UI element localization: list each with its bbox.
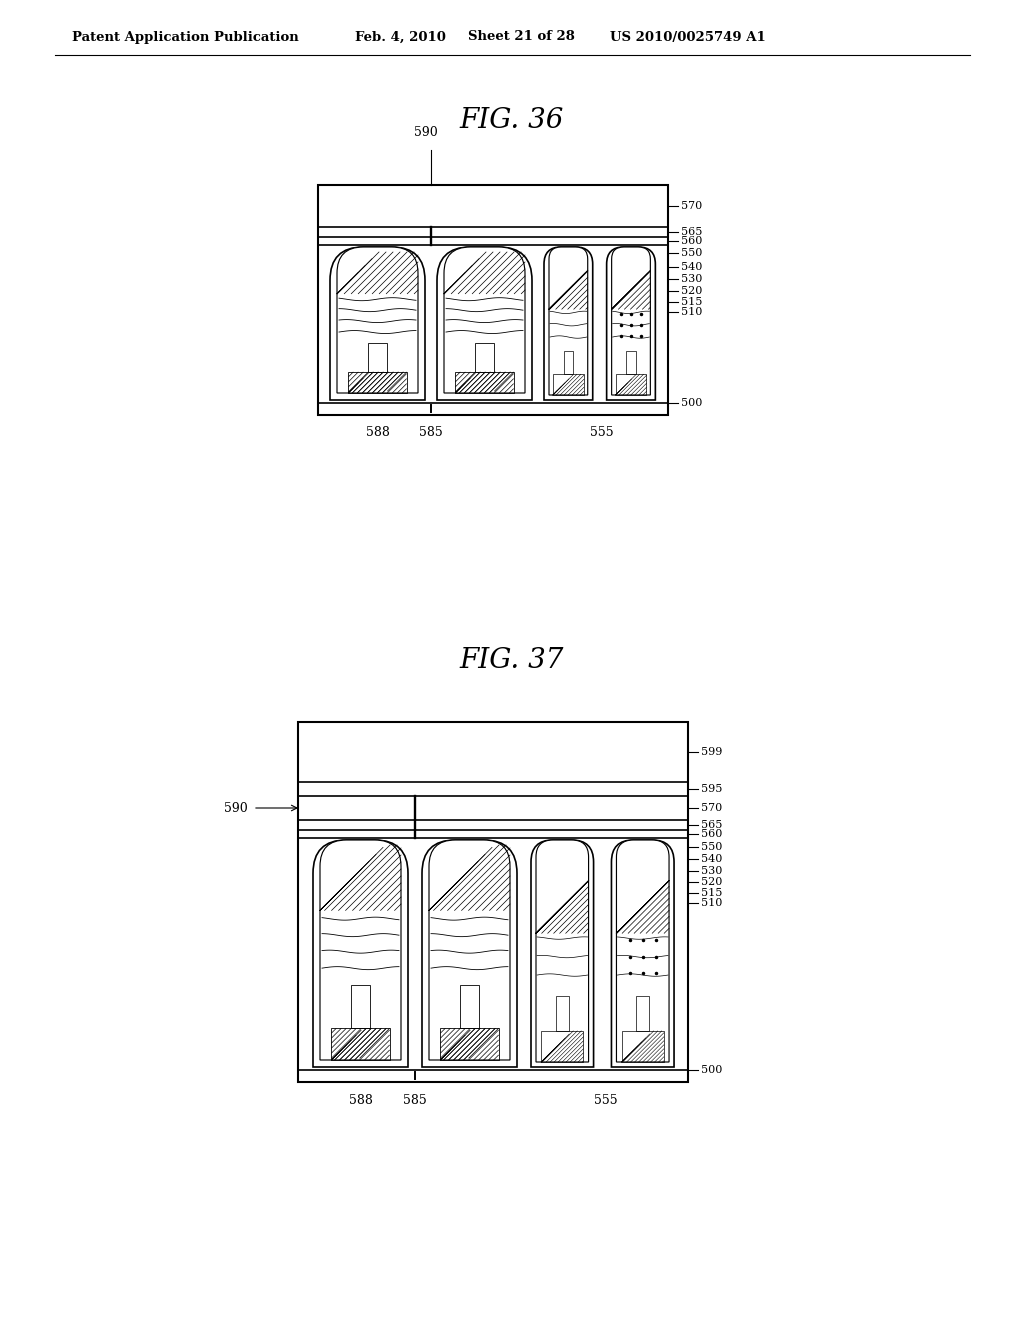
Bar — [615, 375, 646, 395]
Text: 500: 500 — [701, 1065, 722, 1074]
Text: 588: 588 — [348, 1093, 373, 1106]
PathPatch shape — [437, 247, 532, 400]
PathPatch shape — [544, 247, 593, 400]
PathPatch shape — [429, 840, 510, 1060]
Text: 588: 588 — [366, 426, 389, 440]
Bar — [637, 997, 649, 1031]
Bar — [351, 985, 370, 1028]
Bar — [627, 351, 636, 375]
Text: 510: 510 — [701, 898, 722, 908]
Text: FIG. 36: FIG. 36 — [460, 107, 564, 133]
Text: Sheet 21 of 28: Sheet 21 of 28 — [468, 30, 574, 44]
Text: 515: 515 — [681, 297, 702, 308]
Text: 560: 560 — [701, 829, 722, 840]
Text: FIG. 37: FIG. 37 — [460, 647, 564, 673]
Text: 560: 560 — [681, 236, 702, 246]
Text: 570: 570 — [681, 201, 702, 211]
Text: 595: 595 — [701, 784, 722, 795]
Bar — [553, 375, 584, 395]
Text: 515: 515 — [701, 888, 722, 898]
Bar — [298, 722, 688, 1082]
PathPatch shape — [531, 840, 594, 1067]
Bar — [369, 343, 387, 372]
Text: 555: 555 — [590, 426, 613, 440]
Text: 585: 585 — [403, 1093, 427, 1106]
Bar — [318, 185, 668, 414]
Bar — [332, 1028, 390, 1060]
Text: Patent Application Publication: Patent Application Publication — [72, 30, 299, 44]
Text: 540: 540 — [701, 854, 722, 865]
PathPatch shape — [337, 247, 418, 393]
Text: 590: 590 — [414, 127, 438, 140]
Bar — [460, 985, 479, 1028]
Text: 520: 520 — [681, 286, 702, 296]
Text: 599: 599 — [701, 747, 722, 756]
PathPatch shape — [313, 840, 408, 1067]
PathPatch shape — [536, 840, 589, 1063]
PathPatch shape — [319, 840, 401, 1060]
Bar — [622, 1031, 664, 1063]
Text: 550: 550 — [701, 842, 722, 851]
Bar — [564, 351, 573, 375]
Bar — [542, 1031, 584, 1063]
Text: US 2010/0025749 A1: US 2010/0025749 A1 — [610, 30, 766, 44]
Bar — [556, 997, 568, 1031]
Bar — [440, 1028, 499, 1060]
Bar — [456, 372, 514, 393]
PathPatch shape — [444, 247, 525, 393]
PathPatch shape — [422, 840, 517, 1067]
Text: 540: 540 — [681, 261, 702, 272]
Text: 530: 530 — [701, 866, 722, 876]
Text: 570: 570 — [701, 803, 722, 813]
PathPatch shape — [611, 247, 650, 395]
Bar — [475, 343, 494, 372]
PathPatch shape — [549, 247, 588, 395]
PathPatch shape — [611, 840, 674, 1067]
PathPatch shape — [330, 247, 425, 400]
PathPatch shape — [606, 247, 655, 400]
Text: 565: 565 — [701, 820, 722, 830]
Text: 550: 550 — [681, 248, 702, 257]
Text: 585: 585 — [419, 426, 442, 440]
PathPatch shape — [616, 840, 669, 1063]
Text: 555: 555 — [594, 1093, 617, 1106]
Text: 520: 520 — [701, 876, 722, 887]
Text: 510: 510 — [681, 308, 702, 317]
Text: 530: 530 — [681, 275, 702, 284]
Text: 590: 590 — [224, 801, 248, 814]
Text: 565: 565 — [681, 227, 702, 238]
Text: 500: 500 — [681, 399, 702, 408]
Bar — [348, 372, 407, 393]
Text: Feb. 4, 2010: Feb. 4, 2010 — [355, 30, 445, 44]
